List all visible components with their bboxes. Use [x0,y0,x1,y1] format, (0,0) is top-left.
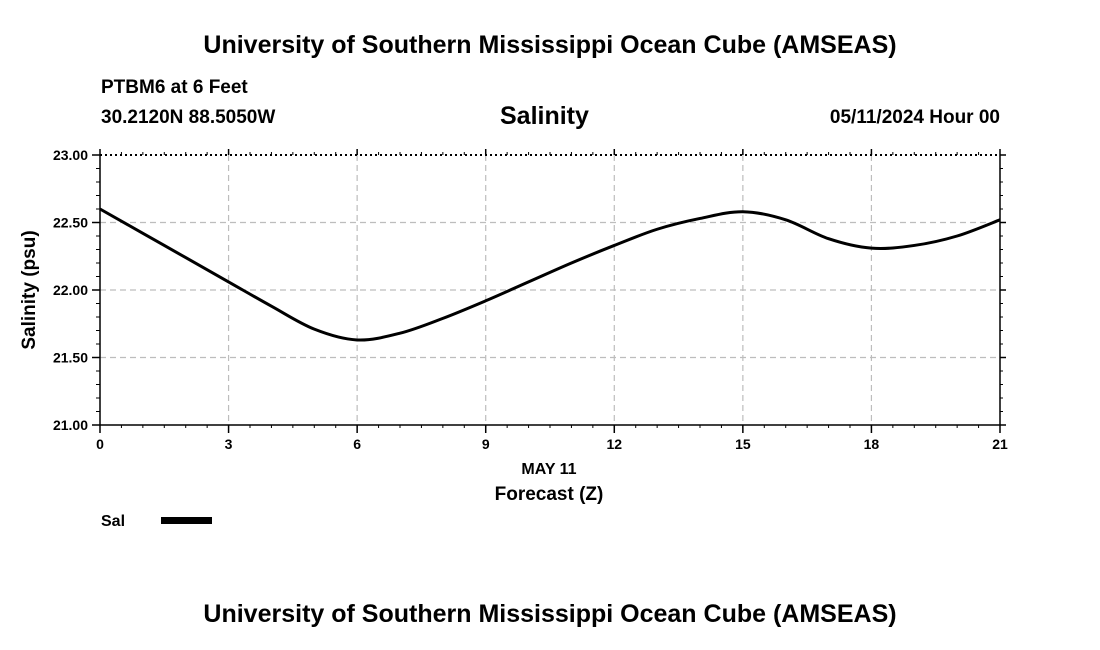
y-tick-label: 22.00 [53,282,88,298]
series-line-sal [99,207,1001,342]
axes: 0 3 6 9 12 15 18 21 21.00 21.50 22.00 22.50 23.00 [53,147,1008,452]
x-tick-label: 6 [353,436,361,452]
station-coordinates: 30.2120N 88.5050W [101,107,276,128]
y-tick-label: 22.50 [53,215,88,231]
x-axis-date-label: MAY 11 [521,461,576,478]
y-tick-label: 21.50 [53,350,88,366]
x-tick-label: 9 [482,436,490,452]
y-axis-title: Salinity (psu) [19,230,40,349]
forecast-datetime: 05/11/2024 Hour 00 [829,107,1000,128]
x-tick-label: 18 [864,436,880,452]
parameter-title: Salinity [500,102,589,130]
chart-title-bottom: University of Southern Mississippi Ocean… [203,600,897,628]
y-tick-label: 23.00 [53,147,88,163]
x-tick-label: 0 [96,436,104,452]
legend-label: Sal [101,513,125,530]
station-label: PTBM6 at 6 Feet [101,77,248,98]
x-tick-label: 12 [606,436,622,452]
grid [100,155,1000,425]
x-tick-label: 15 [735,436,751,452]
legend-swatch-sal [161,517,212,524]
x-tick-label: 21 [992,436,1008,452]
y-tick-label: 21.00 [53,417,88,433]
chart-title-top: University of Southern Mississippi Ocean… [203,31,897,59]
x-axis-title: Forecast (Z) [495,484,604,505]
x-tick-label: 3 [225,436,233,452]
